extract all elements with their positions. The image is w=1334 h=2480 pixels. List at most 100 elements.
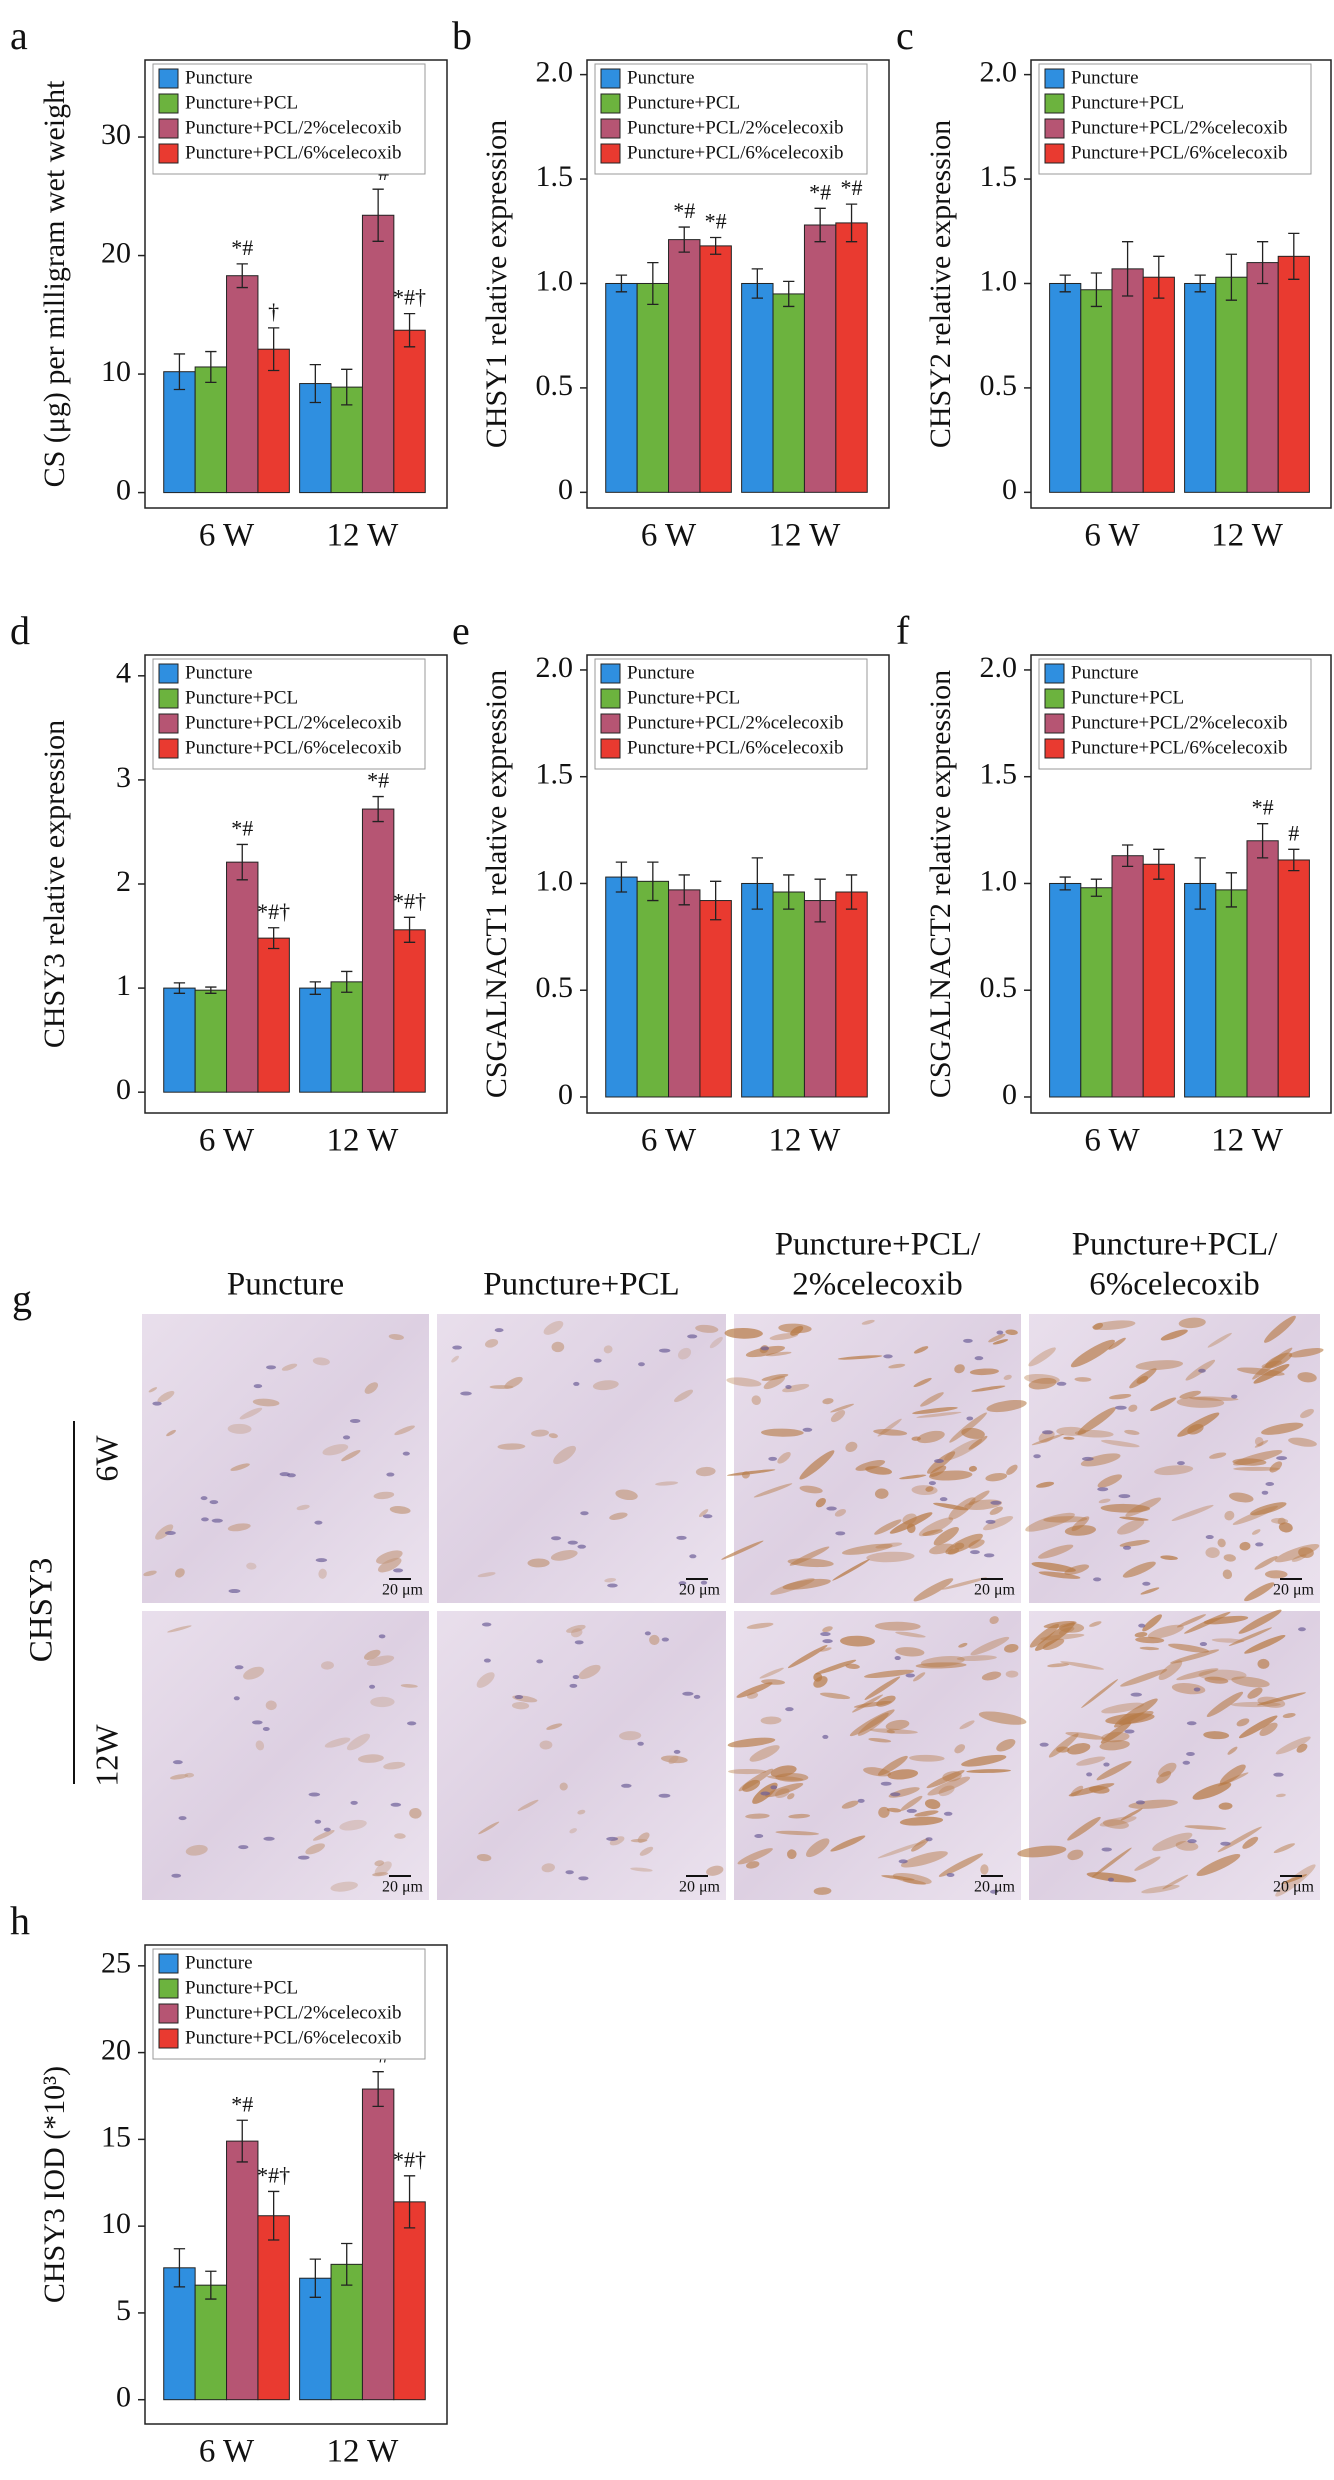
row-label: 12W [88,1724,124,1787]
stain-patch [1254,1436,1264,1447]
y-tick-label: 1.5 [536,758,574,791]
legend-swatch [600,118,621,139]
nucleus [406,1721,417,1726]
stain-patch [1031,1562,1076,1573]
nucleus [263,1836,275,1841]
stain-patch [1102,1819,1129,1829]
stain-patch [924,1799,941,1810]
stain-patch [911,1485,938,1496]
error-bar [1059,274,1071,293]
stain-patch [1141,1884,1180,1894]
nucleus [1042,1430,1053,1435]
legend-label: Puncture [1071,67,1139,88]
stain-patch [925,1486,934,1492]
bar [1049,882,1082,1098]
y-tick-label: 4 [116,657,131,690]
column-header: 2%celecoxib [792,1267,962,1303]
error-bar [1090,272,1103,308]
stain-patch [971,1385,1006,1392]
error-bar [267,327,280,372]
nucleus [460,1391,472,1396]
stain-patch [318,1568,327,1579]
stain-patch [726,1377,762,1387]
nucleus [1101,1847,1112,1852]
legend-swatch [1044,68,1065,89]
stain-patch [1203,1731,1230,1740]
stain-patch [170,1774,189,1780]
stain-patch [909,1754,945,1762]
stain-patch [166,1429,176,1437]
micrograph: 20 μm [437,1611,726,1900]
nucleus [974,1356,984,1361]
stain-patch [1042,1638,1065,1651]
stain-patch [1264,1315,1296,1343]
stain-patch [1192,1782,1232,1800]
stain-patch [1204,1676,1229,1684]
legend-swatch [1044,688,1065,709]
stain-patch [174,1568,185,1578]
y-tick-label: 1.5 [980,160,1018,193]
legend-swatch [1044,663,1065,684]
stain-patch [246,1562,257,1570]
stain-patch [761,1373,789,1381]
stain-patch [1236,1367,1285,1376]
stain-patch [155,1524,174,1540]
nucleus [883,1354,893,1359]
error-bar [1256,823,1269,859]
bar [330,2263,363,2401]
stain-patch [763,1375,786,1390]
nucleus [835,1531,846,1536]
legend-label: Puncture [185,67,253,88]
y-tick-label: 20 [101,2033,131,2066]
stain-patch [541,1863,555,1873]
stain-patch [961,1754,1007,1767]
legend-box [1038,658,1312,770]
stain-patch [1160,1555,1178,1561]
nucleus [1086,1772,1093,1777]
stain-patch [1005,1329,1018,1335]
panel-label: e [452,608,470,653]
stain-patch [857,1712,889,1736]
stain-patch [1288,1348,1324,1358]
stain-patch [968,1435,988,1450]
stain-patch [1120,1808,1143,1821]
bar [1246,262,1279,493]
nucleus [378,1634,386,1639]
bar [636,282,670,493]
nucleus [1114,1405,1127,1410]
legend-label: Puncture+PCL/2%celecoxib [627,712,844,733]
stain-patch [1162,1874,1189,1890]
y-tick-label: 10 [101,355,131,388]
stain-patch [1139,1646,1160,1651]
stain-patch [376,1550,403,1564]
y-tick-label: 2.0 [536,651,574,684]
x-tick-label: 6 W [199,1123,255,1159]
stain-patch [1074,1429,1114,1438]
stain-patch [1063,1436,1075,1440]
error-bar [814,207,826,243]
error-bar [205,350,217,384]
significance-label: *# [673,198,695,223]
stain-patch [1068,1783,1115,1797]
stain-patch [383,1761,406,1770]
stain-patch [968,1465,977,1472]
nucleus [702,1514,713,1519]
stain-patch [1236,1718,1250,1727]
legend-swatch [600,68,621,89]
stain-patch [243,1666,265,1680]
stain-patch [788,1813,811,1819]
nucleus [826,1506,837,1511]
error-bar [845,203,858,243]
y-tick-label: 2.0 [980,651,1018,684]
stain-patch [394,1833,406,1839]
stain-patch [1205,1547,1220,1558]
x-tick-label: 6 W [641,1123,697,1159]
bar [299,987,332,1093]
nucleus [785,1385,792,1390]
stain-patch [986,1399,1027,1413]
stain-patch [913,1346,929,1354]
column-header: Puncture+PCL/ [775,1227,981,1263]
nucleus [1138,1623,1146,1628]
stain-patch [1222,1569,1233,1580]
stain-patch [874,1621,921,1631]
